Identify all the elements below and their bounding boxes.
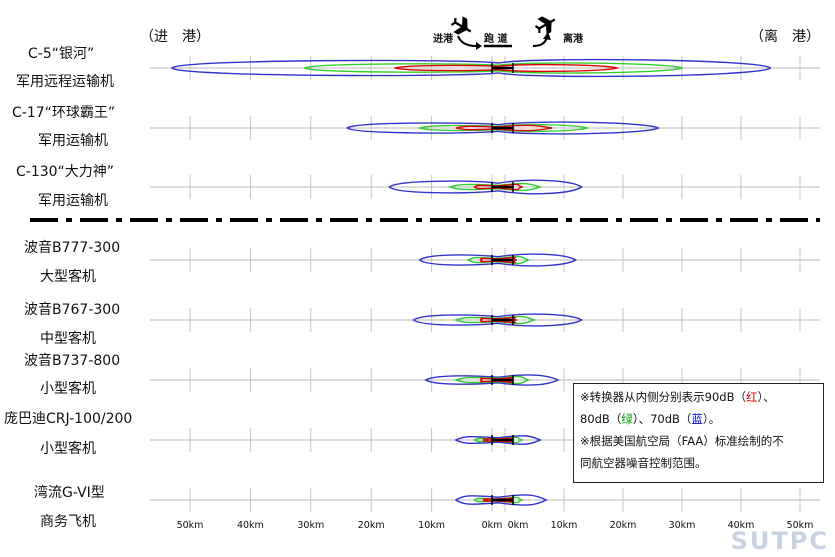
aircraft-type-label: 商务飞机 (40, 514, 96, 530)
aircraft-type-label: 军用运输机 (38, 193, 108, 209)
legend-arrive-label: 进港 (433, 34, 453, 45)
noise-contour-90db (479, 256, 517, 264)
departure-airplane-icon (534, 16, 556, 35)
noise-contour-90db (455, 124, 553, 132)
noise-contour-80db (465, 255, 532, 265)
aircraft-name-label: 庞巴迪CRJ-100/200 (4, 411, 133, 427)
noise-contour-90db (479, 316, 517, 324)
departure-airplane-icon-shape (534, 16, 556, 35)
aircraft-name-label: C-17“环球霸王” (12, 105, 116, 121)
x-tick-label-departure: 40km (728, 520, 755, 531)
sutpc-watermark: SUTPC (730, 527, 829, 555)
noise-contour-70db (170, 58, 772, 78)
noise-contour-90db (473, 183, 523, 191)
noise-contour-80db (473, 436, 523, 444)
noise-contour-70db (454, 435, 543, 445)
arrival-header: （进 港） (140, 29, 210, 45)
aircraft-name-label: 波音B767-300 (24, 302, 121, 318)
aircraft-name-label: 波音B737-800 (24, 353, 121, 369)
x-tick-label-departure: 30km (669, 520, 696, 531)
note-line-2: 80dB（绿）、70dB（蓝）。 (580, 412, 721, 426)
departure-header: （离 港） (750, 29, 820, 45)
noise-contour-70db (418, 253, 578, 267)
x-tick-label-departure: 20km (610, 520, 637, 531)
departure-arrowhead-icon (543, 32, 551, 40)
aircraft-name-label: 波音B777-300 (24, 240, 121, 256)
note-line-4: 同航空器噪音控制范围。 (580, 456, 707, 470)
x-tick-label-arrival: 40km (237, 520, 264, 531)
x-tick-label-departure: 0km (508, 520, 529, 531)
aircraft-type-label: 小型客机 (40, 381, 96, 397)
aircraft-type-label: 小型客机 (40, 441, 96, 457)
legend-depart-label: 离港 (563, 34, 583, 45)
noise-contour-80db (473, 496, 523, 504)
x-tick-label-departure: 50km (787, 520, 814, 531)
noise-contour-80db (453, 375, 532, 385)
arrival-arrow-icon (457, 35, 477, 47)
aircraft-type-label: 军用远程运输机 (16, 74, 114, 90)
aircraft-type-label: 大型客机 (40, 269, 96, 285)
noise-contour-70db (412, 313, 584, 327)
noise-contour-70db (454, 494, 548, 506)
aircraft-type-label: 军用运输机 (38, 133, 108, 149)
x-tick-label-arrival: 50km (177, 520, 204, 531)
noise-contour-70db (345, 121, 660, 135)
noise-contour-80db (303, 62, 684, 74)
legend-runway-label: 跑 道 (484, 34, 508, 45)
note-line-1: ※转换器从内侧分别表示90dB（红）、 (580, 390, 775, 404)
x-tick-label-arrival: 10km (418, 520, 445, 531)
arrival-arrowhead-icon (476, 42, 482, 50)
aircraft-name-label: C-130“大力神” (16, 164, 115, 180)
aircraft-name-label: C-5“银河” (28, 46, 95, 62)
noise-contour-80db (453, 315, 537, 325)
legend-note-box: ※转换器从内侧分别表示90dB（红）、 80dB（绿）、70dB（蓝）。 ※根据… (573, 383, 824, 483)
noise-contour-80db (447, 182, 543, 192)
arrival-airplane-icon (450, 16, 472, 35)
x-tick-label-departure: 10km (551, 520, 578, 531)
note-line-3: ※根据美国航空局（FAA）标准绘制的不 (580, 434, 784, 448)
aircraft-name-label: 湾流G-VI型 (34, 485, 105, 501)
noise-contour-70db (388, 179, 583, 195)
x-tick-label-arrival: 0km (482, 520, 503, 531)
x-tick-label-arrival: 30km (297, 520, 324, 531)
x-tick-label-arrival: 20km (358, 520, 385, 531)
noise-contour-90db (393, 63, 620, 73)
noise-contour-80db (417, 123, 591, 133)
aircraft-type-label: 中型客机 (40, 331, 96, 347)
arrival-airplane-icon-shape (450, 16, 472, 35)
noise-contour-70db (424, 374, 560, 386)
